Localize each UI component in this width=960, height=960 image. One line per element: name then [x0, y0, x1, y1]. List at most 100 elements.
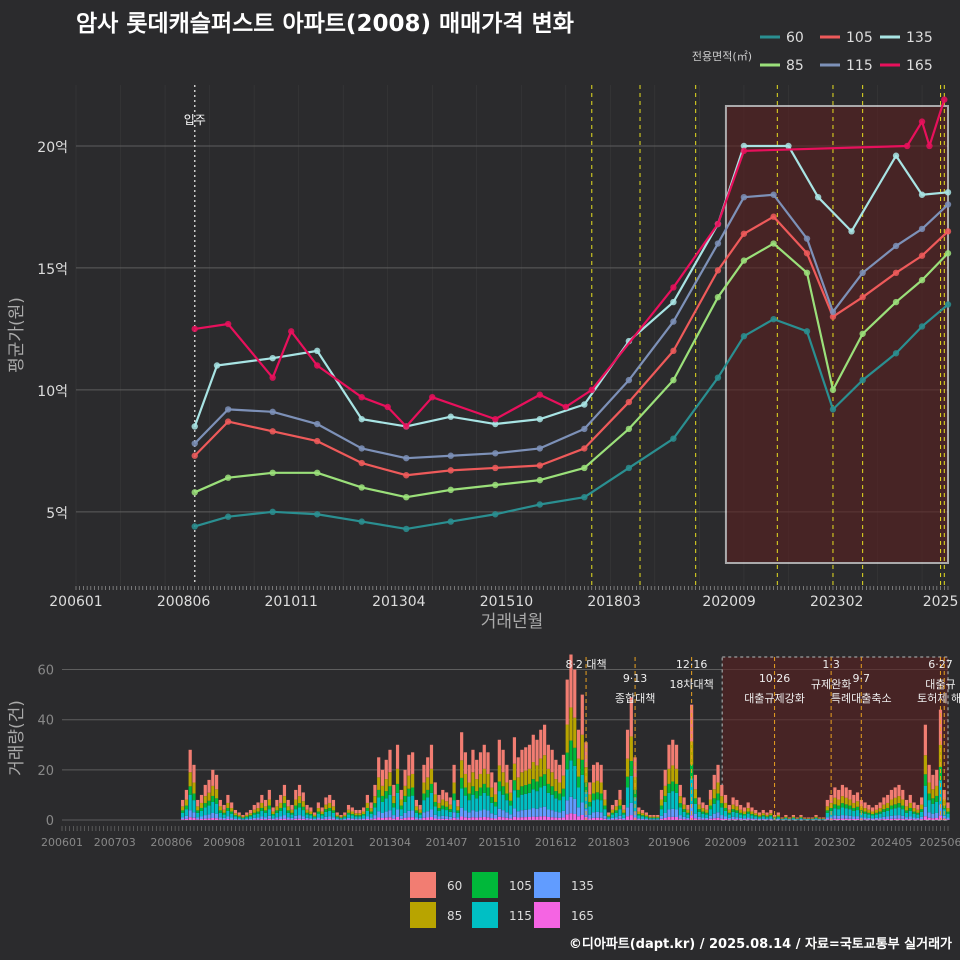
bar-segment-115: [463, 795, 468, 811]
bar-segment-135: [912, 817, 916, 820]
bar-segment-60: [467, 764, 471, 783]
bar-segment-60: [889, 789, 894, 800]
bar-segment-105: [923, 774, 927, 786]
bar-segment-105: [181, 810, 185, 813]
bar-segment-105: [248, 815, 253, 817]
data-point-60: [803, 328, 811, 335]
bar-segment-105: [727, 812, 731, 815]
data-point-135: [269, 354, 276, 362]
bar-segment-105: [735, 810, 739, 813]
bar-segment-165: [373, 818, 377, 820]
bar-segment-60: [844, 787, 848, 798]
bar-segment-115: [735, 812, 739, 818]
bar-segment-135: [769, 818, 773, 820]
data-point-85: [859, 330, 866, 337]
bar-segment-115: [916, 814, 920, 818]
bar-segment-135: [852, 816, 856, 819]
bar-segment-60: [667, 744, 671, 769]
bar-segment-85: [335, 814, 339, 817]
bar-segment-135: [565, 800, 569, 815]
bar-segment-85: [429, 768, 434, 784]
bar-segment-115: [678, 807, 682, 816]
bar-segment-115: [750, 815, 754, 819]
bar-segment-85: [648, 816, 652, 818]
legend-label-115: 115: [846, 58, 873, 74]
bar-segment-115: [282, 807, 287, 816]
bar-segment-105: [550, 786, 554, 795]
bar-segment-60: [908, 794, 912, 803]
bar-segment-60: [433, 782, 437, 795]
bar-segment-115: [309, 815, 313, 819]
policy-label-bottom: 대출규: [925, 678, 955, 691]
bar-segment-105: [682, 809, 686, 812]
bar-segment-135: [188, 810, 192, 818]
bar-segment-135: [705, 817, 709, 820]
bar-segment-115: [331, 812, 336, 818]
bar-segment-115: [501, 794, 505, 811]
bar-segment-165: [712, 818, 716, 820]
bar-segment-165: [203, 818, 207, 820]
bar-segment-115: [407, 796, 411, 811]
bar-segment-105: [757, 816, 762, 818]
bar-segment-135: [433, 814, 437, 819]
bar-segment-85: [263, 806, 268, 811]
bar-segment-105: [505, 793, 509, 801]
bar-segment-115: [290, 814, 294, 818]
bar-segment-135: [218, 817, 222, 820]
bar-segment-135: [927, 812, 931, 818]
bar-segment-115: [339, 818, 343, 820]
bar-segment-135: [656, 819, 660, 820]
bar-segment-85: [806, 818, 811, 819]
bar-segment-85: [441, 799, 445, 806]
bar-segment-135: [248, 818, 253, 820]
bar-segment-115: [279, 810, 283, 817]
bar-segment-115: [701, 813, 705, 818]
bar-segment-85: [490, 787, 494, 798]
bar-segment-135: [878, 817, 882, 820]
bar-segment-165: [558, 817, 562, 820]
bar-segment-60: [870, 807, 875, 812]
bar-segment-85: [456, 806, 460, 811]
bar-segment-135: [505, 812, 509, 818]
bar-segment-135: [607, 818, 611, 820]
bar-segment-105: [708, 805, 713, 810]
bar-segment-105: [701, 811, 705, 814]
bar-segment-105: [667, 783, 671, 793]
bar-segment-105: [799, 817, 803, 819]
bar-segment-60: [648, 814, 652, 817]
bar-segment-60: [222, 804, 226, 810]
bar-segment-115: [810, 819, 814, 820]
bar-segment-105: [471, 786, 475, 795]
bar-segment-85: [908, 802, 912, 808]
bar-segment-60: [622, 804, 626, 810]
bar-segment-105: [878, 811, 882, 814]
bar-segment-60: [184, 789, 189, 800]
bar-segment-135: [882, 816, 886, 820]
bar-segment-60: [788, 817, 792, 819]
bar-segment-85: [395, 768, 400, 784]
bar-segment-135: [362, 818, 366, 820]
bar-segment-115: [493, 806, 498, 815]
bar-segment-60: [403, 769, 407, 786]
data-point-60: [670, 435, 677, 442]
bar-segment-85: [467, 782, 471, 794]
bar-segment-165: [211, 817, 215, 820]
bar-segment-60: [388, 749, 392, 773]
data-point-85: [403, 493, 410, 501]
bar-segment-105: [772, 817, 777, 819]
bar-segment-115: [603, 809, 607, 816]
bar-segment-135: [844, 815, 848, 819]
y-tick-label: 20억: [37, 140, 68, 156]
bar-segment-60: [411, 752, 415, 774]
bar-segment-115: [867, 814, 871, 818]
data-point-105: [714, 267, 722, 274]
bar-segment-105: [233, 815, 238, 817]
bar-segment-115: [286, 812, 290, 818]
bar-segment-135: [497, 808, 501, 817]
bar-segment-60: [520, 749, 524, 773]
bar-segment-165: [490, 818, 494, 820]
bar-segment-60: [248, 809, 253, 814]
bar-segment-85: [237, 814, 241, 817]
bar-segment-85: [418, 809, 422, 813]
bar-segment-85: [527, 768, 532, 784]
